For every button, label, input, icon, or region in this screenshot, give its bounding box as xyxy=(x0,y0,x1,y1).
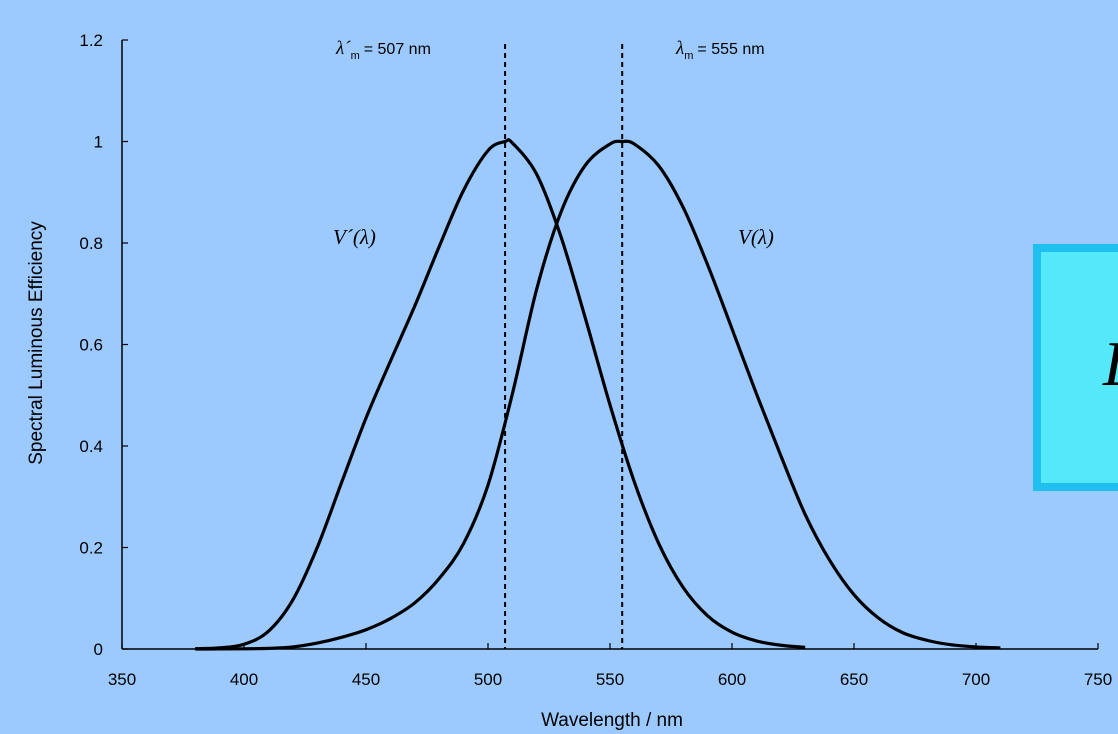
y-axis-title: Spectral Luminous Efficiency xyxy=(26,221,47,465)
y-tick-label: 0.8 xyxy=(79,234,103,253)
x-tick-label: 450 xyxy=(352,670,380,689)
y-ticks: 0 0.2 0.4 0.6 0.8 1 1.2 xyxy=(79,31,128,659)
y-tick-label: 1.2 xyxy=(79,31,103,50)
x-tick-label: 350 xyxy=(108,670,136,689)
x-tick-label: 600 xyxy=(718,670,746,689)
x-tick-label: 400 xyxy=(230,670,258,689)
x-tick-label: 650 xyxy=(840,670,868,689)
x-tick-label: 550 xyxy=(596,670,624,689)
series-photopic-line xyxy=(195,139,1001,651)
reference-lines xyxy=(504,44,624,649)
y-tick-label: 0.6 xyxy=(79,336,103,355)
y-tick-label: 1 xyxy=(94,133,103,152)
x-tick-label: 750 xyxy=(1084,670,1112,689)
x-axis-title: Wavelength / nm xyxy=(541,710,683,731)
ref-label-555: λm = 555 nm xyxy=(675,38,765,62)
x-ticks: 350 400 450 500 550 600 650 700 750 xyxy=(108,643,1112,689)
overlay-letter: L xyxy=(1103,332,1118,396)
y-tick-label: 0.2 xyxy=(79,539,103,558)
ref-label-507: λ´m = 507 nm xyxy=(335,38,431,62)
axes xyxy=(121,40,1098,650)
series-lines xyxy=(195,138,1001,651)
y-tick-label: 0.4 xyxy=(79,437,103,456)
series-label-scotopic: V´(λ) xyxy=(333,225,376,249)
y-tick-label: 0 xyxy=(94,640,103,659)
overlay-panel: L xyxy=(1033,244,1118,491)
series-scotopic-line xyxy=(195,138,806,651)
x-tick-label: 500 xyxy=(474,670,502,689)
series-label-photopic: V(λ) xyxy=(738,225,774,249)
x-tick-label: 700 xyxy=(962,670,990,689)
